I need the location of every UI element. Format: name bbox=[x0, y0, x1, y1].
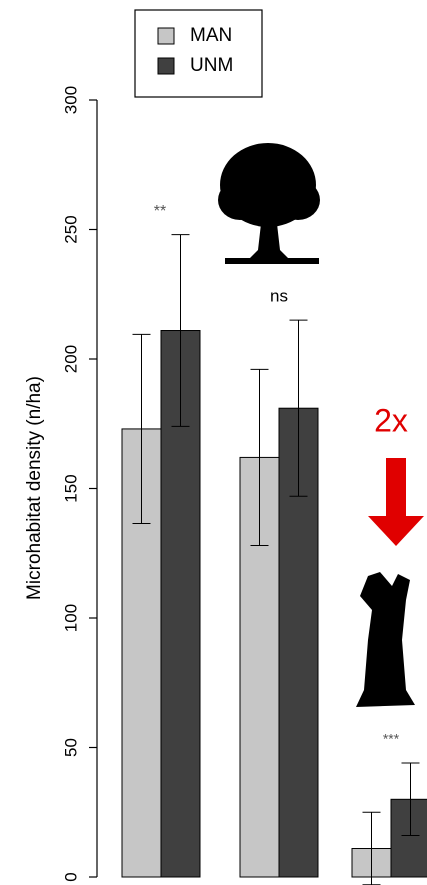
y-tick-label: 150 bbox=[61, 474, 80, 502]
y-tick-label: 200 bbox=[61, 345, 80, 373]
y-tick-label: 250 bbox=[61, 215, 80, 243]
error-bar bbox=[250, 368, 269, 546]
y-tick-label: 300 bbox=[61, 86, 80, 114]
y-tick-label: 0 bbox=[61, 872, 80, 881]
error-bar bbox=[401, 762, 420, 837]
annotation: ns bbox=[270, 286, 288, 305]
annotation: *** bbox=[383, 731, 400, 747]
legend-swatch bbox=[157, 57, 175, 75]
bar bbox=[390, 798, 427, 878]
legend-swatch bbox=[157, 27, 175, 45]
annotation: ** bbox=[154, 203, 166, 220]
tree-icon bbox=[218, 143, 320, 264]
error-bar bbox=[289, 319, 308, 497]
legend: MAN UNM bbox=[134, 9, 263, 98]
error-bar bbox=[171, 234, 190, 427]
legend-label: UNM bbox=[190, 55, 233, 76]
arrow-icon bbox=[368, 458, 424, 546]
y-tick-label: 50 bbox=[61, 738, 80, 757]
y-tick-label: 100 bbox=[61, 604, 80, 632]
bar bbox=[239, 456, 280, 878]
error-bar bbox=[132, 333, 151, 524]
y-axis-label: Microhabitat density (n/ha) bbox=[24, 376, 45, 600]
legend-label: MAN bbox=[190, 25, 232, 46]
annotation: 2x bbox=[374, 402, 408, 438]
stump-icon bbox=[356, 572, 415, 707]
